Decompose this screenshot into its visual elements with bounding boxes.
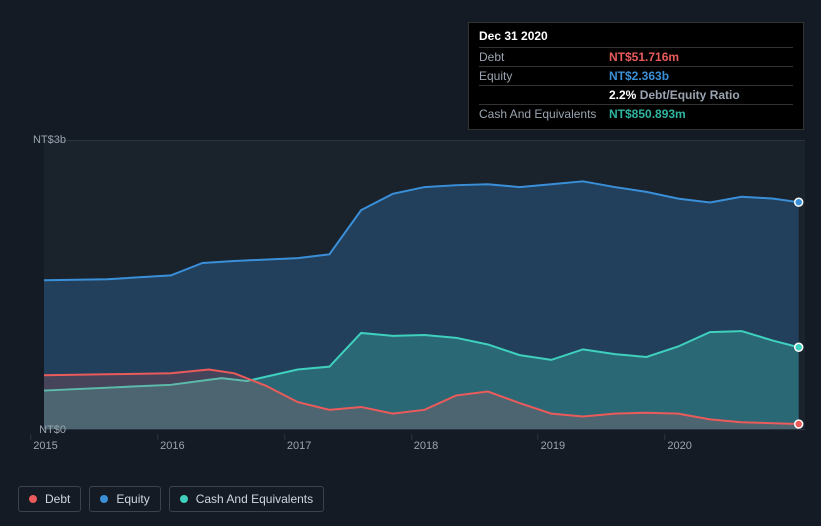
x-axis-tick: 2016 bbox=[157, 434, 184, 440]
chart-legend: Debt Equity Cash And Equivalents bbox=[18, 486, 324, 512]
legend-item-debt[interactable]: Debt bbox=[18, 486, 81, 512]
legend-label: Equity bbox=[116, 492, 149, 506]
tooltip-row-value: NT$850.893m bbox=[609, 107, 686, 121]
y-axis-tick: NT$3b bbox=[16, 134, 66, 146]
tooltip-row: 2.2% Debt/Equity Ratio bbox=[479, 85, 793, 104]
legend-dot-icon bbox=[180, 495, 188, 503]
tooltip-row-label: Equity bbox=[479, 69, 609, 83]
tooltip-row-value: NT$51.716m bbox=[609, 50, 679, 64]
x-axis-tick: 2015 bbox=[30, 434, 57, 440]
chart-tooltip: Dec 31 2020 DebtNT$51.716mEquityNT$2.363… bbox=[468, 22, 804, 130]
tooltip-row: Cash And EquivalentsNT$850.893m bbox=[479, 104, 793, 123]
financials-chart: NT$0NT$3b 201520162017201820192020 bbox=[16, 120, 805, 470]
tooltip-row-value: NT$2.363b bbox=[609, 69, 669, 83]
legend-label: Cash And Equivalents bbox=[196, 492, 313, 506]
x-axis-tick: 2019 bbox=[538, 434, 565, 440]
tooltip-date: Dec 31 2020 bbox=[479, 29, 793, 47]
legend-label: Debt bbox=[45, 492, 70, 506]
legend-dot-icon bbox=[100, 495, 108, 503]
tooltip-row-label bbox=[479, 88, 609, 102]
tooltip-row-label: Debt bbox=[479, 50, 609, 64]
series-end-dot-cash bbox=[795, 343, 803, 351]
tooltip-row: EquityNT$2.363b bbox=[479, 66, 793, 85]
legend-item-cash[interactable]: Cash And Equivalents bbox=[169, 486, 324, 512]
x-axis-tick: 2018 bbox=[411, 434, 438, 440]
series-end-dot-equity bbox=[795, 198, 803, 206]
x-axis-tick: 2017 bbox=[284, 434, 311, 440]
x-axis: 201520162017201820192020 bbox=[44, 434, 805, 454]
tooltip-row-label: Cash And Equivalents bbox=[479, 107, 609, 121]
x-axis-tick: 2020 bbox=[664, 434, 691, 440]
tooltip-row-value: 2.2% Debt/Equity Ratio bbox=[609, 88, 740, 102]
legend-item-equity[interactable]: Equity bbox=[89, 486, 160, 512]
chart-plot-area[interactable] bbox=[44, 140, 805, 430]
tooltip-row: DebtNT$51.716m bbox=[479, 47, 793, 66]
series-end-dot-debt bbox=[795, 420, 803, 428]
legend-dot-icon bbox=[29, 495, 37, 503]
